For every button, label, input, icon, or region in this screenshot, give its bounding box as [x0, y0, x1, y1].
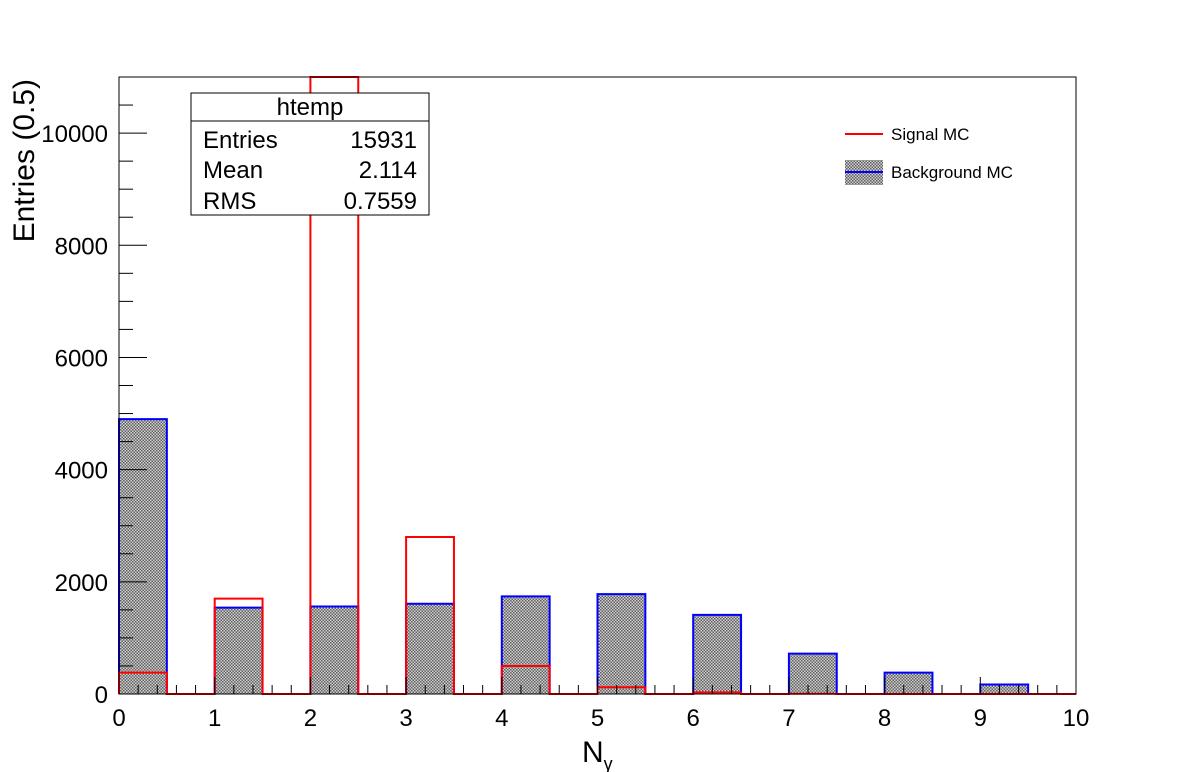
y-axis-title: Entries (0.5) — [8, 79, 41, 242]
stats-entries-value: 15931 — [350, 127, 417, 154]
x-tick-label: 2 — [304, 705, 317, 732]
x-tick-label: 5 — [591, 705, 604, 732]
x-tick-label: 8 — [878, 705, 891, 732]
x-tick-label: 1 — [208, 705, 221, 732]
y-tick-label: 6000 — [55, 345, 108, 372]
x-tick-label: 10 — [1063, 705, 1090, 732]
y-tick-label: 4000 — [55, 458, 108, 485]
stats-box: htemp Entries 15931 Mean 2.114 RMS 0.755… — [190, 92, 430, 216]
stats-mean-label: Mean — [203, 157, 263, 184]
background-bar — [501, 596, 550, 694]
x-axis-title-subscript: γ — [604, 754, 613, 772]
x-tick-label: 3 — [399, 705, 412, 732]
background-bar — [119, 419, 167, 694]
y-tick-labels: 0 2000 4000 6000 8000 10000 — [41, 121, 108, 709]
background-bar — [884, 672, 933, 694]
x-tick-label: 6 — [687, 705, 700, 732]
x-axis-title: Nγ — [582, 736, 613, 772]
y-tick-label: 0 — [95, 682, 108, 709]
x-tick-label: 9 — [974, 705, 987, 732]
x-tick-labels: 0 1 2 3 4 5 6 7 8 9 10 — [112, 705, 1089, 732]
x-tick-label: 4 — [495, 705, 508, 732]
stats-entries-label: Entries — [203, 127, 278, 154]
background-bar — [214, 607, 263, 694]
x-tick-label: 0 — [112, 705, 125, 732]
stats-rms-value: 0.7559 — [344, 188, 417, 215]
y-tick-label: 2000 — [55, 570, 108, 597]
background-bar — [788, 653, 837, 694]
stats-rms-label: RMS — [203, 188, 256, 215]
background-bar — [980, 684, 1029, 694]
background-bar — [310, 606, 359, 694]
y-tick-label: 10000 — [41, 121, 108, 148]
x-tick-label: 7 — [782, 705, 795, 732]
background-bar — [597, 594, 646, 694]
legend-background-label: Background MC — [891, 163, 1013, 182]
y-tick-label: 8000 — [55, 233, 108, 260]
legend-signal-label: Signal MC — [891, 125, 969, 144]
legend: Signal MC Background MC — [845, 125, 1013, 185]
axis-ticks — [118, 76, 1077, 695]
stats-mean-value: 2.114 — [359, 157, 417, 184]
stats-box-title: htemp — [277, 94, 344, 121]
background-bar — [406, 603, 454, 694]
background-bar — [693, 614, 742, 694]
